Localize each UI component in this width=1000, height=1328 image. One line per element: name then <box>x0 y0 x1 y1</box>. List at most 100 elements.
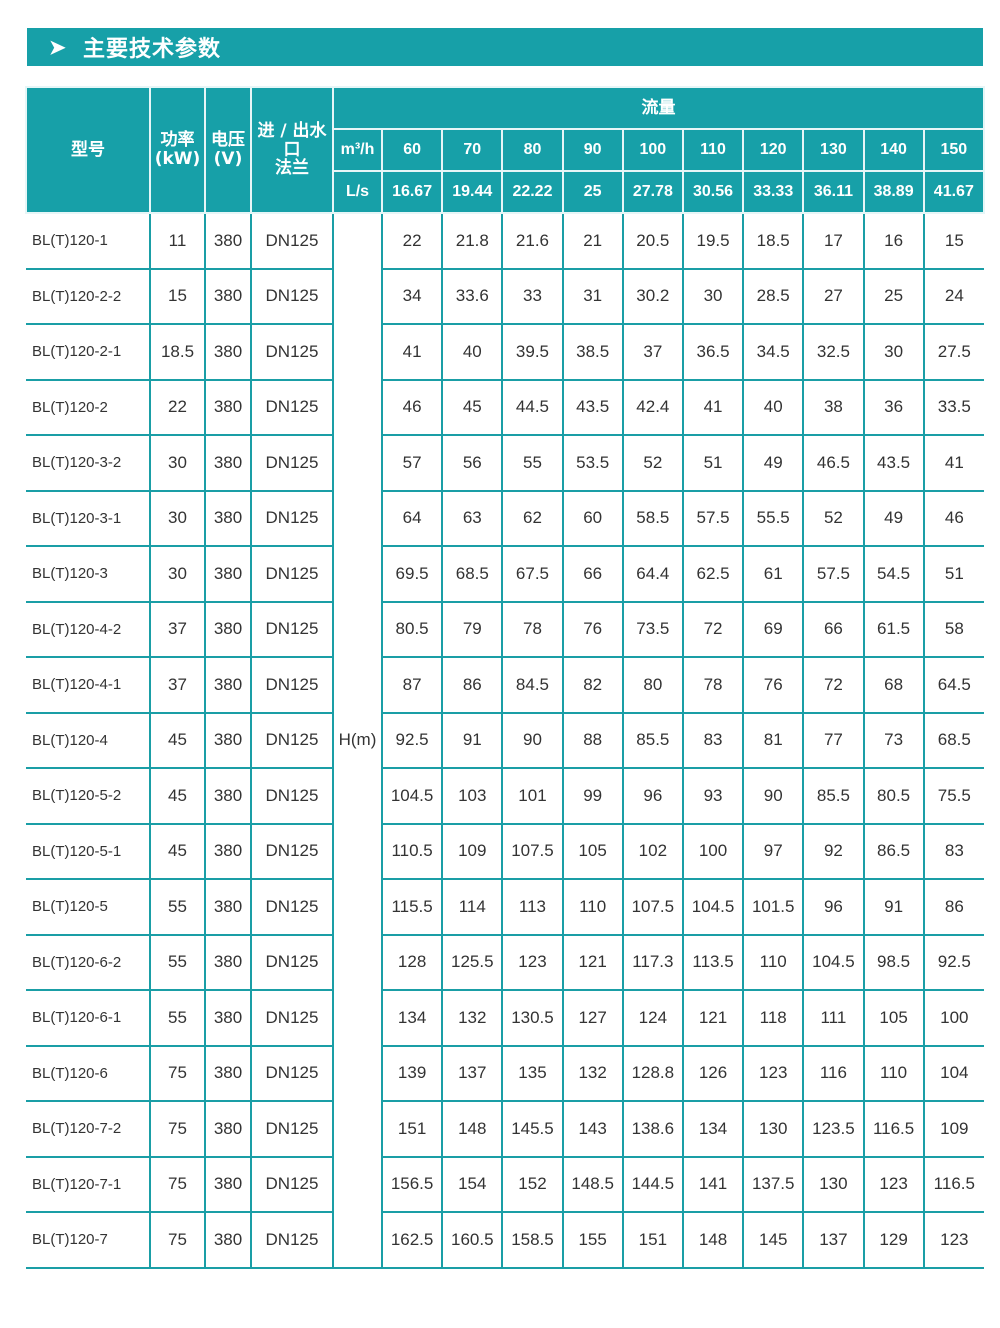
head-cell: 49 <box>862 489 925 547</box>
header-flow-ls: 33.33 <box>742 170 805 214</box>
head-cell: 88 <box>561 711 624 769</box>
header-flow-ls: 36.11 <box>802 170 865 214</box>
head-cell: 49 <box>742 434 805 492</box>
head-cell: 138.6 <box>621 1100 684 1158</box>
head-cell: 137 <box>802 1211 865 1269</box>
head-cell: 79 <box>441 600 504 658</box>
head-cell: 126 <box>681 1044 745 1102</box>
head-cell: 40 <box>441 323 504 381</box>
voltage-cell: 380 <box>204 1044 252 1102</box>
head-cell: 31 <box>561 267 624 325</box>
flange-cell: DN125 <box>250 822 334 880</box>
flange-cell: DN125 <box>250 1100 334 1158</box>
head-cell: 158.5 <box>501 1211 564 1269</box>
header-flow-m3h: 120 <box>742 128 805 172</box>
table-row: BL(T)120-2 22 380 DN125 46 45 44.5 43.5 42.4 41 40… <box>26 378 984 436</box>
header-flow-ls: 27.78 <box>621 170 684 214</box>
head-cell: 105 <box>561 822 624 880</box>
table-row: BL(T)120-2-2 15 380 DN125 34 33.6 33 31 30.2 30 28… <box>26 267 984 325</box>
head-cell: 34 <box>380 267 444 325</box>
head-cell: 75.5 <box>922 767 984 825</box>
power-cell: 30 <box>149 489 206 547</box>
head-cell: 53.5 <box>561 434 624 492</box>
head-cell: 97 <box>742 822 805 880</box>
head-cell: 66 <box>802 600 865 658</box>
head-cell: 41 <box>681 378 745 436</box>
head-cell: 85.5 <box>621 711 684 769</box>
table-row: BL(T)120-6-2 55 380 DN125 128 125.5 123 121 117.… <box>26 933 984 991</box>
model-cell: BL(T)120-7-1 <box>26 1155 151 1213</box>
head-cell: 145 <box>742 1211 805 1269</box>
head-cell: 80 <box>621 656 684 714</box>
head-cell: 104.5 <box>380 767 444 825</box>
head-cell: 84.5 <box>501 656 564 714</box>
table-row: BL(T)120-6-1 55 380 DN125 134 132 130.5 127 124 1… <box>26 989 984 1047</box>
head-cell: 27 <box>802 267 865 325</box>
head-cell: 67.5 <box>501 545 564 603</box>
header-voltage: 电压 (V) <box>204 86 252 214</box>
head-cell: 72 <box>802 656 865 714</box>
head-cell: 72 <box>681 600 745 658</box>
header-flange: 进 / 出水 口 法兰 <box>250 86 334 214</box>
voltage-cell: 380 <box>204 378 252 436</box>
head-cell: 24 <box>922 267 984 325</box>
head-cell: 52 <box>802 489 865 547</box>
head-cell: 39.5 <box>501 323 564 381</box>
voltage-cell: 380 <box>204 600 252 658</box>
head-cell: 54.5 <box>862 545 925 603</box>
voltage-cell: 380 <box>204 933 252 991</box>
power-cell: 75 <box>149 1100 206 1158</box>
head-cell: 16 <box>862 212 925 270</box>
head-cell: 19.5 <box>681 212 745 270</box>
head-cell: 78 <box>681 656 745 714</box>
head-cell: 30 <box>862 323 925 381</box>
head-cell: 144.5 <box>621 1155 684 1213</box>
model-cell: BL(T)120-2-2 <box>26 267 151 325</box>
head-cell: 17 <box>802 212 865 270</box>
power-cell: 45 <box>149 711 206 769</box>
head-cell: 127 <box>561 989 624 1047</box>
head-cell: 76 <box>561 600 624 658</box>
head-cell: 45 <box>441 378 504 436</box>
head-cell: 38.5 <box>561 323 624 381</box>
head-cell: 99 <box>561 767 624 825</box>
head-cell: 41 <box>380 323 444 381</box>
flange-cell: DN125 <box>250 323 334 381</box>
head-cell: 128.8 <box>621 1044 684 1102</box>
power-cell: 75 <box>149 1155 206 1213</box>
table-row: BL(T)120-5-2 45 380 DN125 104.5 103 101 99 96 93 9… <box>26 767 984 825</box>
head-cell: 57.5 <box>681 489 745 547</box>
head-cell: 51 <box>922 545 984 603</box>
power-cell: 37 <box>149 656 206 714</box>
head-cell: 151 <box>380 1100 444 1158</box>
flange-cell: DN125 <box>250 767 334 825</box>
head-cell: 57 <box>380 434 444 492</box>
voltage-cell: 380 <box>204 545 252 603</box>
head-cell: 110.5 <box>380 822 444 880</box>
head-cell: 87 <box>380 656 444 714</box>
head-cell: 15 <box>922 212 984 270</box>
head-cell: 132 <box>561 1044 624 1102</box>
table-row: BL(T)120-6 75 380 DN125 139 137 135 132 128.8 126… <box>26 1044 984 1102</box>
head-cell: 27.5 <box>922 323 984 381</box>
model-cell: BL(T)120-3 <box>26 545 151 603</box>
head-cell: 21 <box>561 212 624 270</box>
head-cell: 148.5 <box>561 1155 624 1213</box>
head-cell: 154 <box>441 1155 504 1213</box>
head-cell: 135 <box>501 1044 564 1102</box>
head-cell: 134 <box>380 989 444 1047</box>
head-cell: 30.2 <box>621 267 684 325</box>
header-unit-ls: L/s <box>332 170 383 214</box>
head-cell: 68.5 <box>922 711 984 769</box>
voltage-cell: 380 <box>204 267 252 325</box>
model-cell: BL(T)120-5-1 <box>26 822 151 880</box>
head-cell: 92.5 <box>922 933 984 991</box>
head-cell: 41 <box>922 434 984 492</box>
head-cell: 139 <box>380 1044 444 1102</box>
header-unit-m3h: m³/h <box>332 128 383 172</box>
model-cell: BL(T)120-4-1 <box>26 656 151 714</box>
head-cell: 86 <box>922 878 984 936</box>
voltage-cell: 380 <box>204 989 252 1047</box>
model-cell: BL(T)120-6 <box>26 1044 151 1102</box>
head-cell: 83 <box>922 822 984 880</box>
